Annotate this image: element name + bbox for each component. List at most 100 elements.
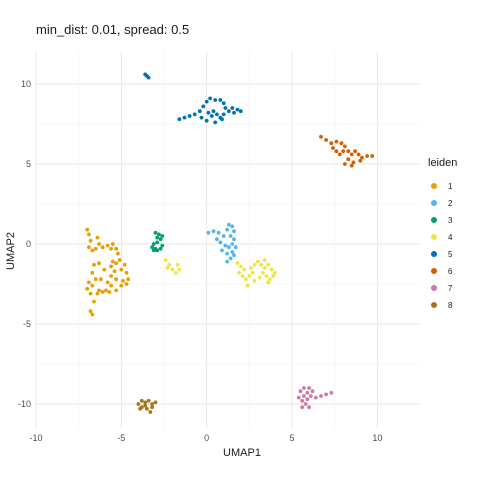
- data-point: [300, 405, 305, 410]
- y-axis-title: UMAP2: [5, 232, 17, 270]
- data-point: [259, 262, 264, 267]
- data-point: [349, 152, 354, 157]
- data-point: [197, 109, 202, 114]
- y-tick-label: 10: [21, 79, 31, 89]
- data-point: [339, 141, 344, 146]
- data-point: [160, 234, 165, 238]
- data-point: [158, 237, 163, 242]
- data-point: [175, 262, 180, 267]
- data-point: [122, 262, 127, 267]
- legend-item-3: 3: [431, 216, 453, 225]
- data-point: [87, 232, 91, 237]
- data-point: [90, 312, 95, 317]
- data-point: [221, 234, 226, 238]
- data-point: [92, 262, 96, 267]
- data-point: [116, 251, 120, 256]
- data-point: [126, 277, 131, 282]
- data-point: [247, 274, 252, 278]
- data-point: [302, 386, 306, 390]
- legend-swatch: [431, 200, 437, 206]
- legend-swatch: [431, 285, 437, 291]
- data-point: [97, 242, 101, 246]
- data-point: [341, 149, 346, 154]
- data-point: [119, 267, 124, 272]
- data-point: [87, 245, 91, 250]
- data-point: [305, 397, 310, 402]
- grid-minor: [36, 52, 420, 428]
- data-point: [211, 109, 216, 114]
- data-point: [232, 253, 236, 258]
- data-point: [121, 278, 125, 283]
- legend-item-8: 8: [431, 301, 453, 310]
- data-point: [370, 154, 375, 158]
- data-point: [221, 112, 226, 117]
- data-point: [261, 270, 265, 275]
- data-point: [266, 280, 270, 285]
- data-point: [365, 154, 369, 158]
- legend: leiden 1 2 3 4 5 6 7 8: [428, 157, 457, 310]
- data-point: [170, 267, 175, 272]
- data-point: [346, 149, 351, 154]
- data-point: [157, 232, 161, 237]
- data-point: [182, 115, 187, 120]
- legend-item-7: 7: [431, 284, 453, 293]
- series-cluster-4: [163, 258, 277, 288]
- data-point: [249, 266, 253, 270]
- data-point: [136, 402, 141, 406]
- data-point: [117, 258, 122, 262]
- legend-item-1: 1: [431, 182, 453, 191]
- data-point: [238, 109, 243, 114]
- data-point: [110, 259, 115, 264]
- data-point: [227, 245, 231, 250]
- data-point: [227, 109, 231, 114]
- data-point: [114, 277, 119, 282]
- data-point: [145, 406, 149, 411]
- data-point: [213, 120, 218, 125]
- data-point: [225, 259, 230, 264]
- data-point: [150, 245, 155, 250]
- data-point: [220, 117, 224, 122]
- data-point: [110, 242, 115, 246]
- data-point: [303, 402, 308, 406]
- data-point: [300, 398, 305, 403]
- data-point: [114, 246, 119, 251]
- series-cluster-1: [85, 227, 131, 317]
- legend-item-2: 2: [431, 199, 453, 208]
- data-point: [99, 277, 103, 282]
- data-point: [329, 390, 334, 395]
- data-point: [206, 230, 211, 235]
- y-tick-label: 5: [26, 159, 31, 169]
- series-cluster-6: [319, 134, 375, 168]
- data-points: [85, 72, 375, 414]
- data-point: [93, 246, 98, 251]
- data-point: [90, 248, 95, 253]
- data-point: [351, 160, 356, 165]
- data-point: [314, 395, 318, 400]
- data-point: [307, 386, 311, 390]
- data-point: [215, 237, 219, 242]
- chart-title: min_dist: 0.01, spread: 0.5: [36, 22, 189, 37]
- data-point: [227, 222, 231, 227]
- data-point: [119, 283, 124, 288]
- data-point: [220, 248, 224, 253]
- data-point: [90, 270, 95, 275]
- y-tick-labels: -10 -5 0 5 10: [18, 79, 31, 409]
- legend-label: 4: [448, 233, 453, 242]
- data-point: [114, 288, 119, 293]
- legend-label: 6: [448, 267, 453, 276]
- data-point: [257, 275, 262, 280]
- data-point: [267, 277, 272, 282]
- series-cluster-2: [206, 222, 238, 264]
- x-tick-label: -5: [117, 433, 125, 443]
- data-point: [237, 270, 242, 275]
- data-point: [85, 286, 90, 291]
- data-point: [298, 389, 303, 394]
- data-point: [273, 270, 277, 275]
- legend-item-6: 6: [431, 267, 453, 276]
- data-point: [269, 267, 274, 272]
- data-point: [264, 274, 269, 278]
- data-point: [211, 229, 216, 234]
- data-point: [319, 394, 323, 398]
- data-point: [95, 291, 100, 296]
- data-point: [218, 98, 223, 102]
